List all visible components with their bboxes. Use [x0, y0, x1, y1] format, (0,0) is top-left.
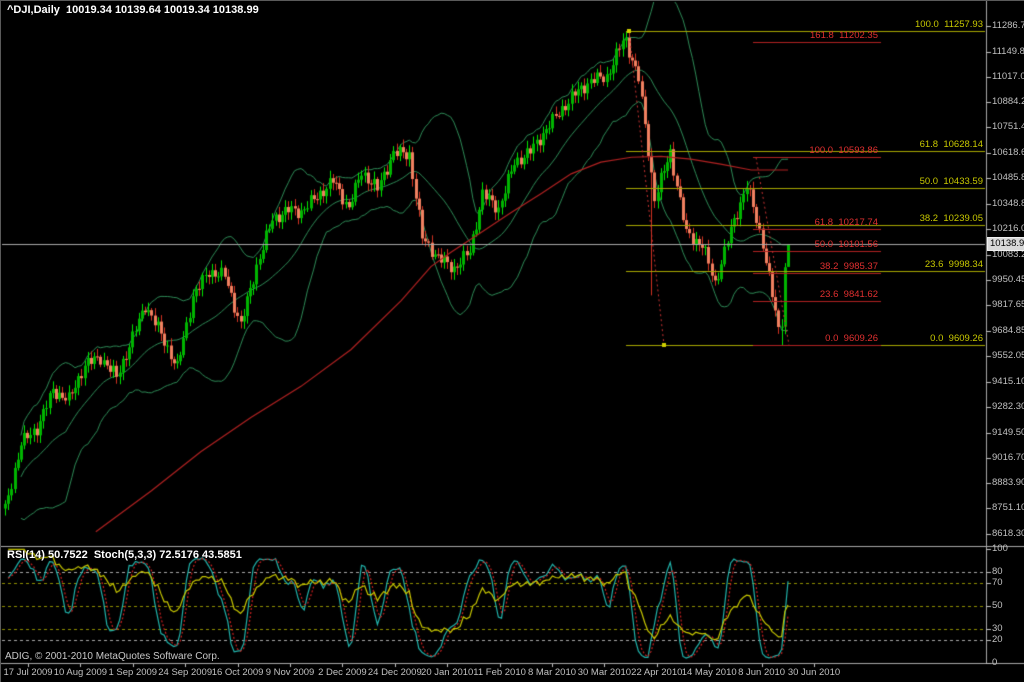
indicator-label: RSI(14) 50.7522 Stoch(5,3,3) 72.5176 43.… [7, 549, 242, 561]
current-price-box: 10138.9 [987, 237, 1024, 252]
price-axis-tick: 11149.8 [992, 46, 1024, 57]
price-axis-tick: 9282.30 [992, 402, 1024, 413]
date-axis-label: 24 Dec 2009 [367, 667, 422, 678]
fib-level-label: 23.6 9998.34 [924, 258, 983, 270]
indicator-axis-tick: 20 [992, 634, 1003, 645]
price-axis-tick: 10884.2 [992, 97, 1024, 108]
date-axis-label: 22 Apr 2010 [631, 667, 683, 678]
date-axis-label: 14 May 2010 [681, 667, 737, 678]
date-axis-label: 17 Jul 2009 [3, 667, 53, 678]
indicator-axis-tick: 80 [992, 566, 1003, 577]
fib-level-label: 100.0 10593.86 [809, 145, 878, 157]
fib-level-label: 38.2 9985.37 [819, 261, 878, 273]
price-axis-tick: 9950.45 [992, 275, 1024, 285]
fib-level-label: 61.8 10628.14 [919, 138, 983, 150]
price-axis-tick: 8883.90 [992, 478, 1024, 489]
indicator-axis-tick: 100 [992, 544, 1008, 555]
indicator-axis-tick: 0 [992, 657, 998, 668]
price-axis-tick: 8618.30 [992, 528, 1024, 539]
price-axis-tick: 10348.8 [992, 199, 1024, 210]
date-axis-label: 16 Oct 2009 [211, 667, 264, 678]
fib-level-label: 0.0 9609.26 [930, 332, 983, 344]
price-axis-tick: 8751.10 [992, 503, 1024, 514]
indicator-axis-tick: 30 [992, 623, 1003, 634]
price-axis-tick: 9016.70 [992, 452, 1024, 463]
fib-level-label: 50.0 10433.59 [919, 175, 983, 187]
date-axis-label: 1 Sep 2009 [108, 667, 158, 678]
date-axis-label: 30 Jun 2010 [787, 667, 841, 678]
price-axis-tick: 10216.0 [992, 224, 1024, 235]
fib-level-label: 38.2 10239.05 [919, 213, 983, 225]
price-axis-tick: 10485.8 [992, 173, 1024, 184]
date-axis-label: 24 Sep 2009 [158, 667, 213, 678]
price-axis-tick: 9684.85 [992, 325, 1024, 336]
date-axis-label: 30 Mar 2010 [577, 667, 632, 678]
price-axis-tick: 10083.2 [992, 249, 1024, 260]
price-axis-tick: 11286.7 [992, 20, 1024, 31]
fib-level-label: 0.0 9609.26 [825, 332, 878, 344]
date-axis-label: 8 Jun 2010 [738, 667, 786, 678]
price-axis-tick: 10751.4 [992, 122, 1024, 133]
indicator-axis-tick: 50 [992, 600, 1003, 611]
date-axis-label: 11 Feb 2010 [473, 667, 526, 678]
copyright-text: ADIG, © 2001-2010 MetaQuotes Software Co… [5, 651, 220, 662]
fib-level-label: 161.8 11202.35 [810, 29, 878, 41]
price-axis-tick: 9817.65 [992, 300, 1024, 311]
fib-level-label: 61.8 10217.74 [814, 217, 878, 229]
date-axis-label: 20 Jan 2010 [421, 667, 474, 678]
price-axis-tick: 11017.0 [992, 71, 1024, 82]
price-axis-tick: 9415.10 [992, 376, 1024, 387]
price-axis-tick: 9552.05 [992, 350, 1024, 361]
symbol-ohlc-title: ^DJI,Daily 10019.34 10139.64 10019.34 10… [7, 4, 259, 16]
price-axis-tick: 10618.6 [992, 147, 1024, 158]
date-axis-label: 2 Dec 2009 [318, 667, 367, 678]
fib-level-label: 23.6 9841.62 [819, 288, 878, 300]
date-axis-label: 8 Mar 2010 [527, 667, 577, 678]
date-axis-label: 10 Aug 2009 [53, 667, 108, 678]
fib-level-label: 50.0 10101.56 [814, 239, 878, 251]
fib-level-label: 100.0 11257.93 [915, 19, 983, 30]
date-axis-label: 9 Nov 2009 [265, 667, 315, 678]
price-axis-tick: 9149.50 [992, 427, 1024, 438]
indicator-axis-tick: 70 [992, 578, 1003, 589]
